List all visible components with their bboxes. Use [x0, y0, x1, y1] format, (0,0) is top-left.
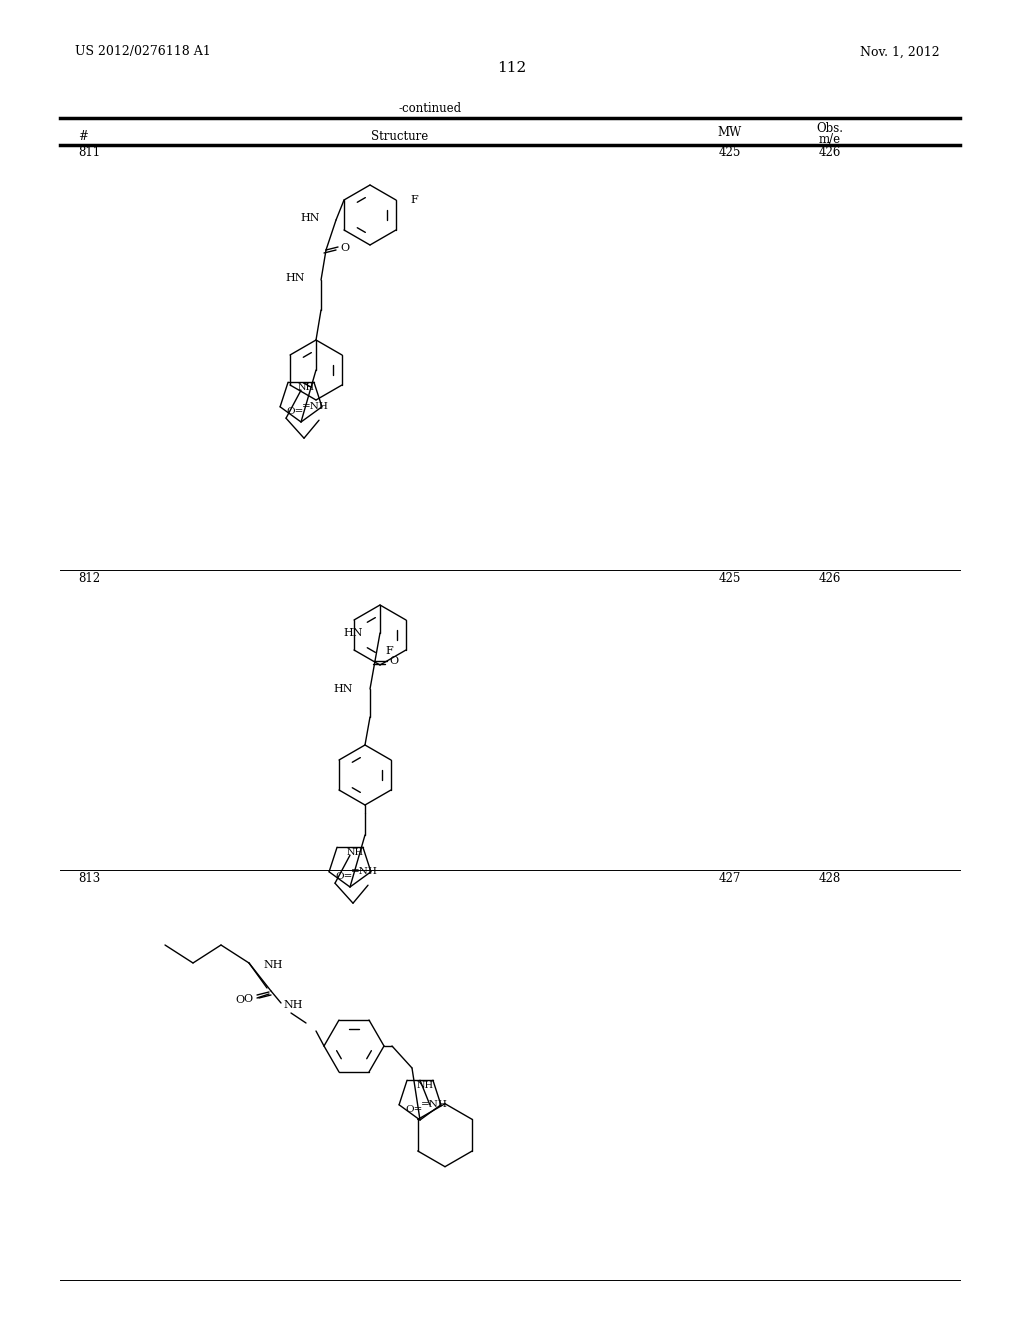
Text: O=: O=	[406, 1105, 423, 1114]
Text: F: F	[385, 645, 393, 656]
Text: O=: O=	[336, 873, 353, 882]
Text: 813: 813	[78, 871, 100, 884]
Text: #: #	[78, 131, 88, 144]
Text: =NH: =NH	[351, 867, 378, 876]
Text: NH: NH	[263, 960, 283, 970]
Text: m/e: m/e	[819, 132, 841, 145]
Text: HN: HN	[300, 213, 321, 223]
Text: Obs.: Obs.	[816, 123, 844, 136]
Text: NH: NH	[346, 847, 364, 857]
Text: NH: NH	[283, 1001, 302, 1010]
Text: 427: 427	[719, 871, 741, 884]
Text: Structure: Structure	[372, 131, 429, 144]
Text: O: O	[389, 656, 398, 667]
Text: 812: 812	[78, 572, 100, 585]
Text: O: O	[236, 995, 245, 1005]
Text: HN: HN	[334, 684, 353, 694]
Text: 426: 426	[819, 147, 841, 160]
Text: =NH: =NH	[302, 403, 329, 412]
Text: 811: 811	[78, 147, 100, 160]
Text: NH: NH	[417, 1081, 433, 1090]
Text: HN: HN	[286, 273, 305, 282]
Text: =NH: =NH	[421, 1101, 447, 1109]
Text: HN: HN	[343, 628, 362, 638]
Text: 112: 112	[498, 61, 526, 75]
Text: O: O	[340, 243, 349, 253]
Text: NH: NH	[297, 383, 314, 392]
Text: 425: 425	[719, 147, 741, 160]
Text: 426: 426	[819, 572, 841, 585]
Text: Nov. 1, 2012: Nov. 1, 2012	[860, 45, 940, 58]
Text: 425: 425	[719, 572, 741, 585]
Text: O: O	[244, 994, 253, 1005]
Text: -continued: -continued	[398, 102, 462, 115]
Text: F: F	[410, 195, 418, 205]
Text: O=: O=	[287, 408, 304, 416]
Text: 428: 428	[819, 871, 841, 884]
Text: MW: MW	[718, 125, 742, 139]
Text: US 2012/0276118 A1: US 2012/0276118 A1	[75, 45, 211, 58]
